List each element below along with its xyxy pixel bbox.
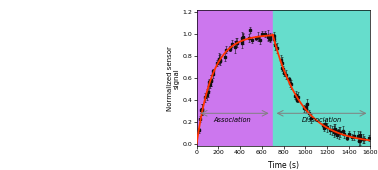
X-axis label: Time (s): Time (s) xyxy=(268,161,299,170)
Bar xyxy=(273,10,370,146)
Text: Association: Association xyxy=(214,117,251,123)
Text: Dissociation: Dissociation xyxy=(301,117,342,123)
Bar xyxy=(197,10,273,146)
Y-axis label: Normalized sensor
signal: Normalized sensor signal xyxy=(167,46,180,111)
